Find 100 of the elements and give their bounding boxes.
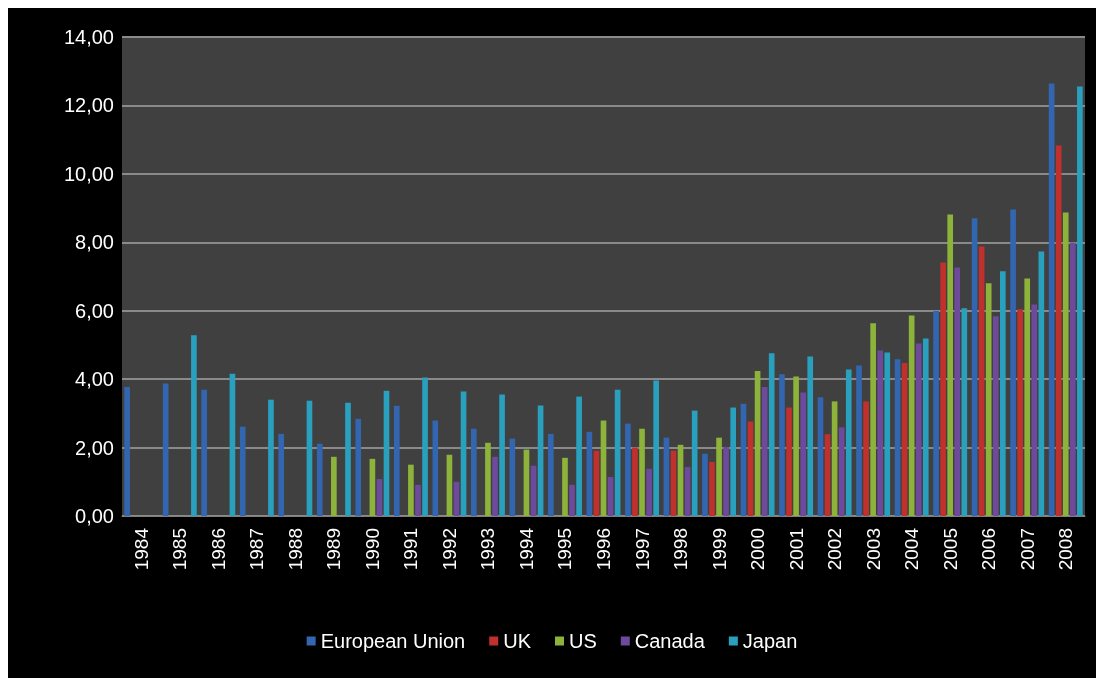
bar <box>1000 271 1006 516</box>
bar <box>331 456 337 516</box>
x-tick-label: 1991 <box>400 528 422 571</box>
bar <box>1010 209 1016 516</box>
y-tick-label: 14,00 <box>63 26 114 48</box>
bar <box>961 308 968 516</box>
bar <box>548 433 554 516</box>
bar <box>1069 242 1076 516</box>
bar <box>1031 304 1038 516</box>
x-tick-label: 1985 <box>169 528 191 571</box>
x-tick-label: 1996 <box>593 528 614 571</box>
x-tick-label: 1997 <box>631 528 653 571</box>
x-tick-label: 2005 <box>939 528 961 571</box>
bar <box>576 396 582 516</box>
bar <box>793 376 799 516</box>
x-tick-label: 1999 <box>708 528 730 571</box>
y-tick-label: 8,00 <box>75 231 114 254</box>
y-tick-label: 12,00 <box>63 94 114 117</box>
y-tick-label: 10,00 <box>63 162 114 185</box>
bar <box>1062 212 1069 516</box>
bar <box>1077 86 1083 516</box>
bar <box>933 311 939 516</box>
bar <box>639 428 645 516</box>
bar <box>786 407 792 516</box>
bar <box>415 484 421 516</box>
bar <box>499 394 505 516</box>
x-tick-label: 1984 <box>130 527 152 571</box>
x-tick-label: 1989 <box>323 528 345 571</box>
bar <box>985 283 992 516</box>
x-tick-label: 1998 <box>670 528 692 571</box>
bar <box>646 468 652 516</box>
bar <box>992 316 999 516</box>
bar <box>278 433 285 516</box>
bar <box>845 369 852 516</box>
x-tick-label: 2004 <box>901 527 923 571</box>
bar <box>201 389 207 516</box>
x-tick-label: 1986 <box>207 528 229 571</box>
bar <box>730 407 737 516</box>
y-tick-label: 0,00 <box>75 505 114 527</box>
bar <box>393 405 400 516</box>
bar <box>870 323 876 516</box>
bar <box>884 352 891 516</box>
y-tick-label: 6,00 <box>75 299 114 322</box>
bar <box>432 420 439 516</box>
x-tick-label: 2008 <box>1055 528 1077 571</box>
legend-label: European Union <box>320 630 466 652</box>
x-tick-label: 2003 <box>862 528 884 571</box>
bar <box>915 343 922 516</box>
x-tick-label: 2001 <box>785 528 807 571</box>
x-tick-label: 1994 <box>515 527 537 571</box>
bar <box>569 484 575 516</box>
bar <box>702 453 708 516</box>
bar <box>124 387 130 516</box>
x-tick-label: 1990 <box>361 528 383 571</box>
bar <box>355 418 362 516</box>
x-tick-label: 1988 <box>284 528 306 571</box>
x-tick-label: 2006 <box>978 528 1000 571</box>
bar <box>653 380 659 516</box>
bar <box>856 365 862 516</box>
x-tick-label: 1992 <box>438 528 460 571</box>
bar <box>345 402 351 516</box>
bar <box>316 443 323 516</box>
bar <box>709 461 715 516</box>
bar <box>863 401 869 516</box>
x-tick-label: 2007 <box>1016 528 1038 571</box>
bar <box>768 353 775 516</box>
bar <box>239 426 246 516</box>
bar <box>632 447 638 516</box>
bar <box>716 437 722 516</box>
bar <box>838 427 845 516</box>
bar <box>877 350 884 516</box>
y-tick-label: 4,00 <box>75 368 114 391</box>
legend-label: US <box>569 630 597 652</box>
x-tick-label: 1995 <box>554 528 576 571</box>
y-tick-label: 2,00 <box>75 436 114 459</box>
bar <box>723 446 729 516</box>
bar <box>470 428 477 516</box>
bar <box>562 457 568 516</box>
legend-label: Canada <box>634 630 706 652</box>
x-tick-label: 1993 <box>477 528 499 571</box>
bar <box>408 464 414 516</box>
bar <box>947 214 953 516</box>
x-tick-label: 1987 <box>246 528 268 571</box>
bar <box>1017 309 1023 516</box>
bar <box>492 456 498 516</box>
bar <box>779 374 785 516</box>
bar <box>807 356 814 516</box>
bar <box>422 377 428 516</box>
bar <box>940 262 946 516</box>
legend-label: UK <box>503 630 532 652</box>
legend-label: Japan <box>742 630 798 652</box>
bar <box>800 392 806 516</box>
bar <box>922 338 929 516</box>
x-tick-label: 2002 <box>824 528 846 571</box>
x-tick-label: 2000 <box>747 528 769 571</box>
bar <box>191 335 197 516</box>
bar <box>625 423 631 516</box>
bar <box>485 442 491 516</box>
bar <box>268 399 274 516</box>
bar <box>954 267 961 516</box>
